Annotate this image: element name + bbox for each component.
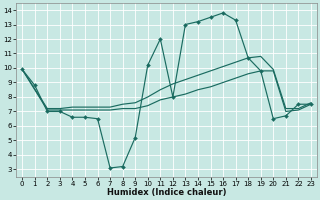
X-axis label: Humidex (Indice chaleur): Humidex (Indice chaleur) bbox=[107, 188, 226, 197]
